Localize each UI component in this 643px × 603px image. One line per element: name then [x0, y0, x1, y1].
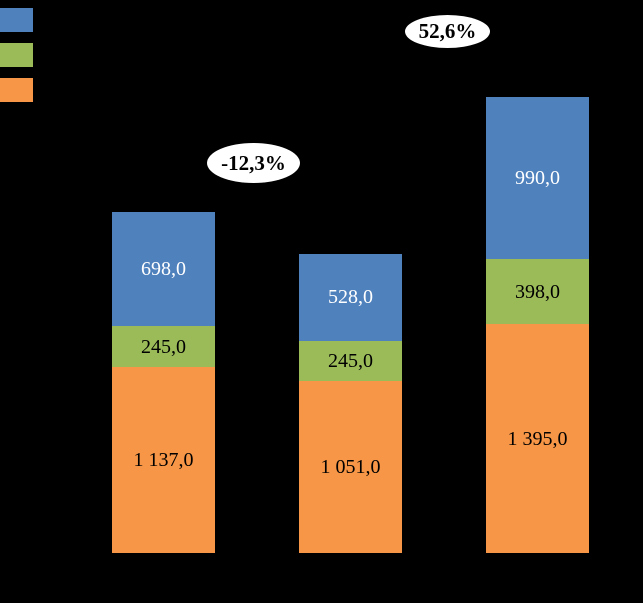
- stacked-bar-1: 1 137,0 245,0 698,0: [112, 212, 215, 553]
- legend-swatch-series-orange: [0, 78, 33, 102]
- data-label-orange-bottom-bar-2: 1 051,0: [320, 455, 381, 478]
- legend-swatch-series-blue: [0, 8, 33, 32]
- segment-blue-top-bar-1: 698,0: [112, 212, 215, 327]
- annotation-text-1: -12,3%: [221, 150, 286, 175]
- data-label-blue-top-bar-3: 990,0: [515, 167, 560, 190]
- data-label-blue-top-bar-1: 698,0: [141, 258, 186, 281]
- stacked-bar-3: 1 395,0 398,0 990,0: [486, 96, 589, 553]
- legend: [0, 8, 33, 102]
- segment-orange-bottom-bar-2: 1 051,0: [299, 380, 402, 553]
- segment-blue-top-bar-2: 528,0: [299, 254, 402, 341]
- annotation-ellipse-1: -12,3%: [207, 143, 300, 183]
- data-label-green-middle-bar-3: 398,0: [515, 280, 560, 303]
- data-label-blue-top-bar-2: 528,0: [328, 286, 373, 309]
- segment-green-middle-bar-2: 245,0: [299, 340, 402, 381]
- data-label-green-middle-bar-1: 245,0: [141, 335, 186, 358]
- data-label-orange-bottom-bar-1: 1 137,0: [133, 448, 194, 471]
- data-label-green-middle-bar-2: 245,0: [328, 349, 373, 372]
- legend-swatch-series-green: [0, 43, 33, 67]
- data-label-orange-bottom-bar-3: 1 395,0: [507, 427, 568, 450]
- annotation-ellipse-2: 52,6%: [405, 15, 490, 48]
- segment-green-middle-bar-3: 398,0: [486, 259, 589, 325]
- segment-orange-bottom-bar-1: 1 137,0: [112, 366, 215, 553]
- segment-green-middle-bar-1: 245,0: [112, 326, 215, 367]
- segment-blue-top-bar-3: 990,0: [486, 96, 589, 260]
- annotation-text-2: 52,6%: [418, 19, 477, 43]
- stacked-bar-2: 1 051,0 245,0 528,0: [299, 254, 402, 553]
- segment-orange-bottom-bar-3: 1 395,0: [486, 324, 589, 553]
